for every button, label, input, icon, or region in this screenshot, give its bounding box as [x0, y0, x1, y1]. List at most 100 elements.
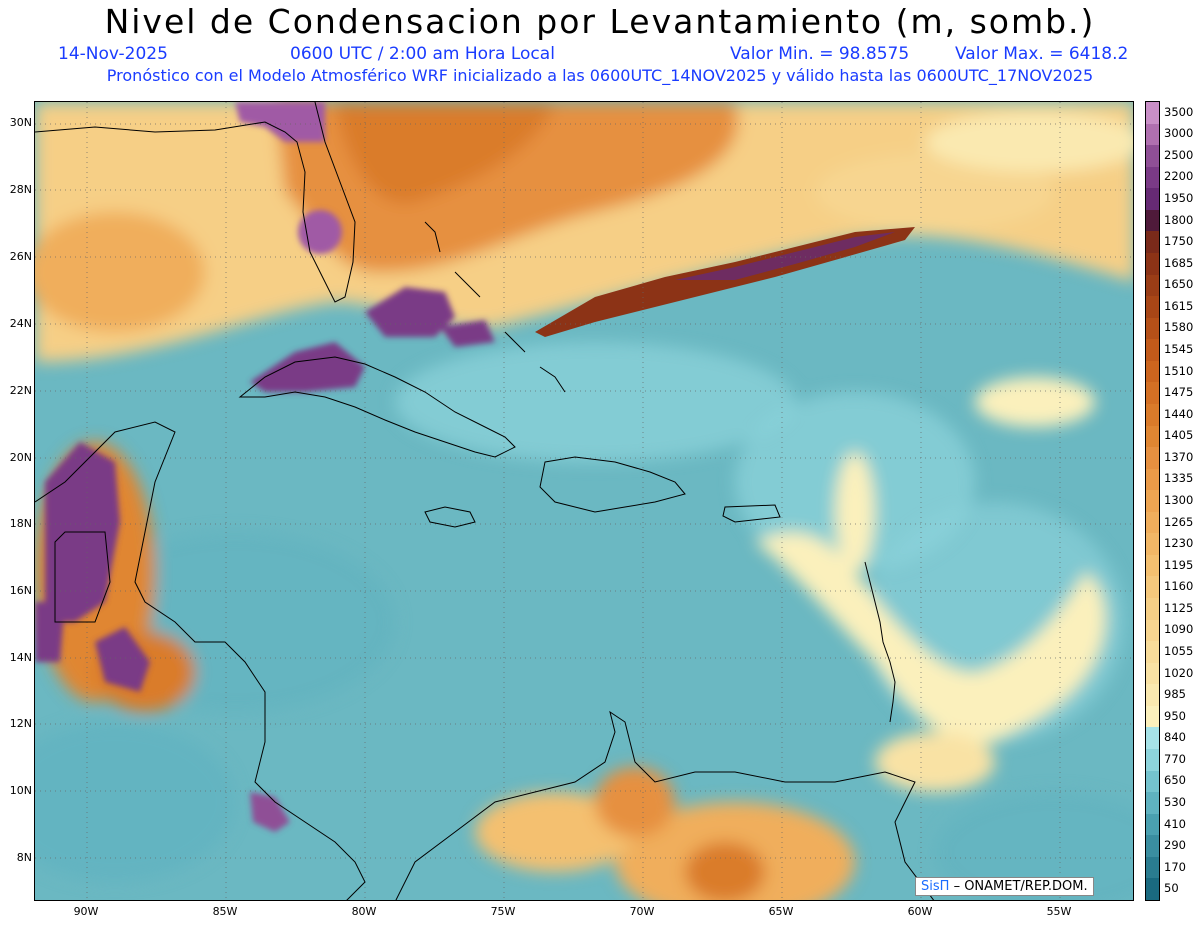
- colorbar-label: 1650: [1164, 277, 1194, 292]
- colorbar-label: 410: [1164, 816, 1186, 831]
- lon-label-85w: 85W: [212, 905, 238, 918]
- colorbar-swatch: [1146, 296, 1159, 319]
- lat-label-30n: 30N: [9, 116, 32, 129]
- colorbar-label: 1125: [1164, 600, 1194, 615]
- lat-label-28n: 28N: [9, 183, 32, 196]
- colorbar-label: 1580: [1164, 320, 1194, 335]
- lat-label-26n: 26N: [9, 250, 32, 263]
- colorbar-swatch: [1146, 576, 1159, 599]
- colorbar-swatch: [1146, 339, 1159, 362]
- colorbar-swatch: [1146, 619, 1159, 642]
- colorbar-label: 1300: [1164, 493, 1194, 507]
- colorbar-label: 3500: [1164, 104, 1194, 119]
- lat-label-8n: 8N: [16, 851, 32, 864]
- colorbar-swatch: [1146, 425, 1159, 448]
- colorbar-swatch: [1146, 792, 1159, 815]
- colorbar-swatch: [1146, 641, 1159, 664]
- colorbar-label: 1800: [1164, 212, 1194, 227]
- credit-badge: SisΠ – ONAMET/REP.DOM.: [915, 877, 1094, 896]
- colorbar-swatch: [1146, 166, 1159, 189]
- colorbar-label: 1440: [1164, 406, 1194, 421]
- colorbar-swatch: [1146, 770, 1159, 793]
- colorbar-label: 840: [1164, 730, 1186, 745]
- colorbar-swatch: [1146, 468, 1159, 491]
- lat-label-18n: 18N: [9, 517, 32, 530]
- colorbar-swatch: [1146, 727, 1159, 750]
- colorbar-swatch: [1146, 511, 1159, 534]
- colorbar-swatch: [1146, 533, 1159, 556]
- colorbar-label: 1545: [1164, 342, 1194, 357]
- colorbar-label: 1265: [1164, 514, 1194, 529]
- colorbar-label: 1750: [1164, 234, 1194, 249]
- colorbar-label: 1950: [1164, 191, 1194, 206]
- lon-label-90w: 90W: [73, 905, 99, 918]
- forecast-date: 14-Nov-2025: [58, 44, 168, 64]
- colorbar-swatch: [1146, 856, 1159, 879]
- map-title: Nivel de Condensacion por Levantamiento …: [104, 2, 1096, 41]
- colorbar-label: 2200: [1164, 169, 1194, 184]
- forecast-description: Pronóstico con el Modelo Atmosférico WRF…: [106, 66, 1094, 85]
- colorbar-swatch: [1146, 878, 1159, 901]
- colorbar-swatch: [1146, 274, 1159, 297]
- colorbar-label: 1475: [1164, 385, 1194, 400]
- lon-label-55w: 55W: [1046, 905, 1072, 918]
- lat-label-14n: 14N: [9, 651, 32, 664]
- lon-label-80w: 80W: [351, 905, 377, 918]
- colorbar-swatch: [1146, 684, 1159, 707]
- colorbar-label: 770: [1164, 751, 1186, 766]
- lat-label-24n: 24N: [9, 317, 32, 330]
- colorbar-label: 1230: [1164, 536, 1194, 551]
- colorbar-label: 50: [1164, 881, 1179, 896]
- colorbar-swatch: [1146, 145, 1159, 168]
- lcl-field-map: [35, 102, 1133, 900]
- colorbar-swatch: [1146, 252, 1159, 276]
- colorbar-swatch: [1146, 231, 1159, 254]
- colorbar-label: 650: [1164, 773, 1186, 788]
- colorbar-swatch: [1146, 705, 1159, 728]
- value-max: Valor Max. = 6418.2: [955, 44, 1129, 64]
- colorbar-label: 1195: [1164, 557, 1194, 572]
- colorbar-label: 950: [1164, 708, 1186, 723]
- colorbar-label: 2500: [1164, 147, 1194, 162]
- forecast-time: 0600 UTC / 2:00 am Hora Local: [290, 44, 555, 64]
- lat-label-20n: 20N: [9, 451, 32, 464]
- colorbar-swatch: [1146, 554, 1159, 577]
- colorbar-swatch: [1146, 662, 1159, 685]
- map-panel: [34, 101, 1134, 901]
- colorbar-swatch: [1146, 403, 1159, 426]
- colorbar-label: 1405: [1164, 428, 1194, 443]
- colorbar-label: 1335: [1164, 471, 1194, 486]
- colorbar-swatch: [1146, 490, 1159, 513]
- colorbar-label: 1685: [1164, 255, 1194, 270]
- colorbar-label: 290: [1164, 838, 1186, 853]
- colorbar-swatch: [1146, 447, 1159, 470]
- colorbar-label: 530: [1164, 794, 1186, 809]
- colorbar-label: 1615: [1164, 298, 1194, 313]
- lon-label-70w: 70W: [629, 905, 655, 918]
- credit-text: – ONAMET/REP.DOM.: [953, 879, 1088, 894]
- lon-label-65w: 65W: [768, 905, 794, 918]
- colorbar-label: 170: [1164, 859, 1186, 874]
- colorbar-swatch: [1146, 188, 1159, 211]
- colorbar-label: 985: [1164, 687, 1186, 702]
- lat-label-22n: 22N: [9, 384, 32, 397]
- colorbar-label: 1370: [1164, 449, 1194, 464]
- lon-label-60w: 60W: [907, 905, 933, 918]
- colorbar-label: 1055: [1164, 643, 1194, 658]
- colorbar-label: 1020: [1164, 665, 1194, 680]
- lat-label-12n: 12N: [9, 717, 32, 730]
- colorbar-swatch: [1146, 102, 1159, 125]
- credit-sis: SisΠ: [921, 879, 950, 894]
- colorbar: [1145, 101, 1160, 901]
- colorbar-swatch: [1146, 209, 1159, 232]
- colorbar-label: 1090: [1164, 622, 1194, 637]
- lon-label-75w: 75W: [490, 905, 516, 918]
- colorbar-swatch: [1146, 598, 1159, 621]
- colorbar-swatch: [1146, 360, 1159, 383]
- colorbar-label: 1160: [1164, 579, 1194, 594]
- lat-label-16n: 16N: [9, 584, 32, 597]
- lat-label-10n: 10N: [9, 784, 32, 797]
- colorbar-swatch: [1146, 382, 1159, 405]
- colorbar-swatch: [1146, 749, 1159, 772]
- colorbar-swatch: [1146, 835, 1159, 858]
